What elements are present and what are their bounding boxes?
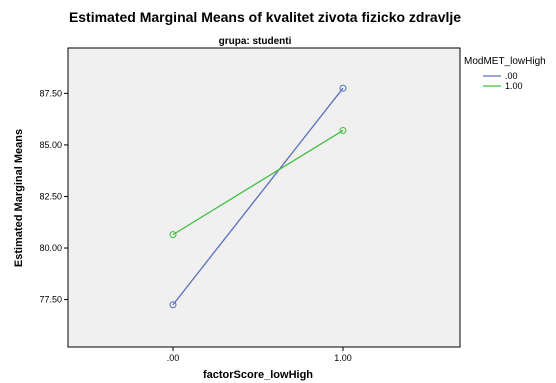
x-axis-label: factorScore_lowHigh [203,369,313,381]
legend-item-label: 1.00 [505,81,523,91]
legend: ModMET_lowHigh .001.00 [464,56,546,91]
data-point [339,126,347,134]
legend-item-label: .00 [505,71,518,81]
x-tick-label: .00 [167,353,180,363]
legend-title: ModMET_lowHigh [464,56,546,67]
y-tick-label: 77.50 [39,295,62,305]
series-0 [169,84,347,309]
y-tick-label: 82.50 [39,191,62,201]
data-point [169,231,177,239]
y-axis-ticks: 77.50 80.00 82.50 85.00 87.50 [39,88,68,305]
data-point [339,84,347,92]
x-tick-label: 1.00 [334,353,352,363]
chart-title: Estimated Marginal Means of kvalitet ziv… [69,9,461,25]
plot-area [67,47,461,348]
y-tick-label: 87.50 [39,88,62,98]
series-group [169,84,347,309]
data-point [169,301,177,309]
chart-subtitle: grupa: studenti [219,36,292,47]
y-axis-label: Estimated Marginal Means [13,129,25,267]
series-line [172,87,344,306]
y-tick-label: 85.00 [39,140,62,150]
y-tick-label: 80.00 [39,243,62,253]
series-1 [169,126,347,239]
series-line [172,129,344,236]
x-axis-ticks: .00 1.00 [167,347,352,363]
